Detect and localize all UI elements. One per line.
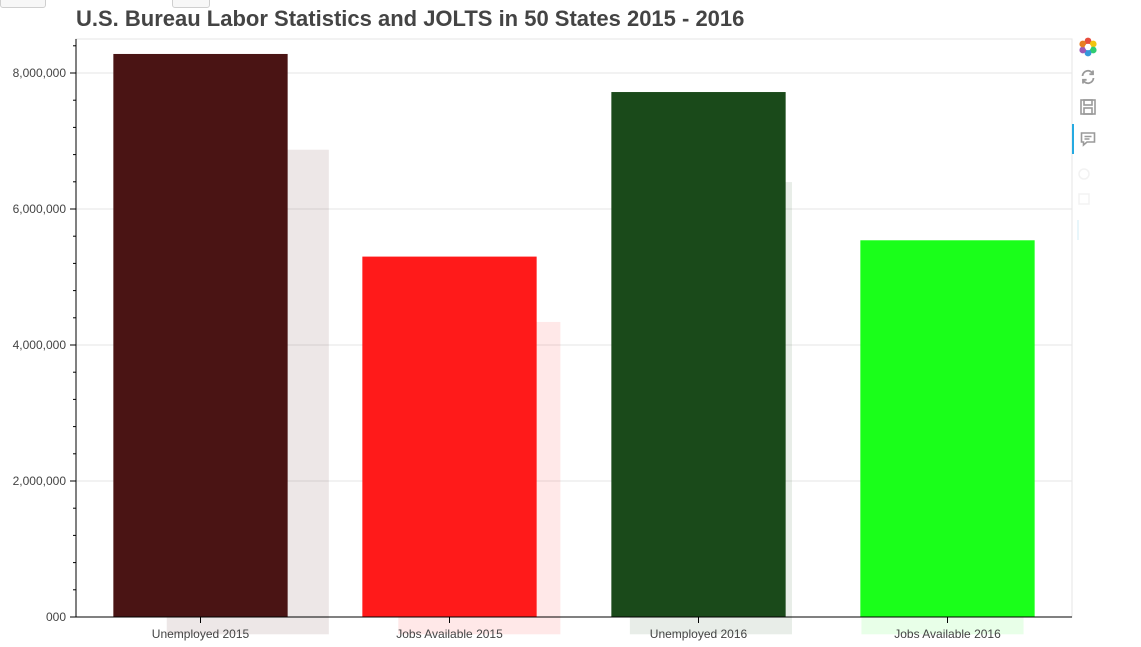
y-tick-label: 4,000,000: [13, 338, 67, 352]
x-tick-label: Jobs Available 2015: [396, 627, 503, 641]
browser-tab[interactable]: [172, 0, 210, 8]
active-tool-indicator: [1072, 124, 1074, 154]
bar[interactable]: [113, 53, 288, 617]
bokeh-logo-icon[interactable]: [1077, 36, 1099, 58]
bar[interactable]: [362, 256, 537, 617]
bar[interactable]: [860, 240, 1035, 617]
x-tick-label: Unemployed 2016: [650, 627, 748, 641]
reset-icon[interactable]: [1077, 66, 1099, 88]
y-tick-label: 000: [46, 610, 66, 624]
y-tick-label: 6,000,000: [13, 202, 67, 216]
y-tick-label: 2,000,000: [13, 474, 67, 488]
save-icon[interactable]: [1077, 96, 1099, 118]
y-tick-label: 8,000,000: [13, 66, 67, 80]
bar[interactable]: [611, 92, 786, 618]
browser-tab-strip: [0, 0, 300, 8]
x-tick-label: Jobs Available 2016: [894, 627, 1001, 641]
browser-tab[interactable]: [0, 0, 46, 8]
x-tick-label: Unemployed 2015: [152, 627, 250, 641]
hover-icon[interactable]: [1077, 128, 1099, 150]
chart-title: U.S. Bureau Labor Statistics and JOLTS i…: [76, 6, 745, 31]
